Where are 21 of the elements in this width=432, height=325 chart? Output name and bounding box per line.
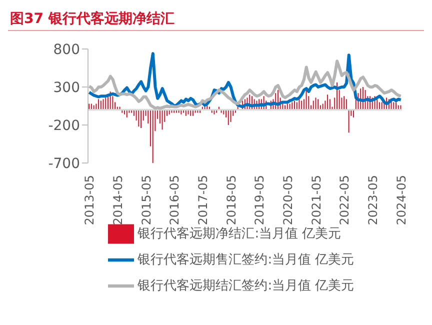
x-tick-label: 2023-05 bbox=[366, 175, 380, 226]
y-tick-label: -200 bbox=[48, 118, 80, 134]
legend-label: 银行代客远期结汇签约:当月值 亿美元 bbox=[138, 278, 354, 294]
x-tick-label: 2024-05 bbox=[394, 175, 408, 226]
y-tick-label: 300 bbox=[53, 80, 80, 96]
x-tick-label: 2019-05 bbox=[252, 175, 267, 226]
legend-label: 银行代客远期净结汇:当月值 亿美元 bbox=[138, 226, 342, 242]
x-tick-label: 2018-05 bbox=[224, 175, 238, 226]
x-tick-label: 2020-05 bbox=[281, 175, 296, 226]
x-tick-label: 2015-05 bbox=[139, 175, 154, 226]
x-tick-label: 2021-05 bbox=[309, 175, 324, 226]
line-series bbox=[88, 52, 402, 108]
x-tick-label: 2013-05 bbox=[82, 175, 97, 226]
legend-label: 银行代客远期售汇签约:当月值 亿美元 bbox=[138, 252, 354, 268]
x-tick-label: 2022-05 bbox=[338, 175, 352, 226]
chart-title: 图37 银行代客远期净结汇 bbox=[8, 8, 424, 31]
x-tick-label: 2014-05 bbox=[111, 175, 126, 226]
y-tick-label: 800 bbox=[53, 42, 80, 58]
x-tick-label: 2017-05 bbox=[196, 175, 210, 226]
x-tick-label: 2016-05 bbox=[168, 175, 182, 226]
y-tick-label: -700 bbox=[48, 156, 80, 172]
